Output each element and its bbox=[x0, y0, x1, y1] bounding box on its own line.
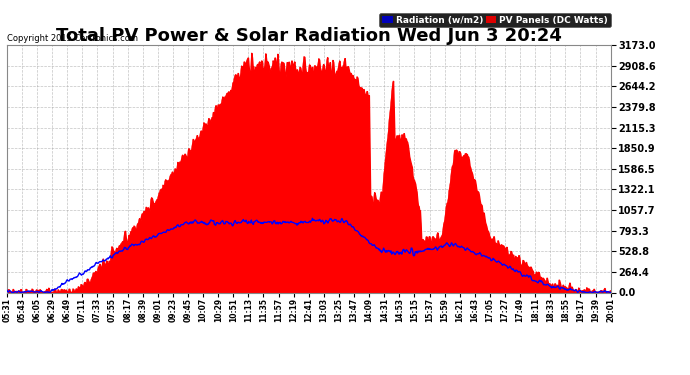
Legend: Radiation (w/m2), PV Panels (DC Watts): Radiation (w/m2), PV Panels (DC Watts) bbox=[380, 13, 611, 27]
Title: Total PV Power & Solar Radiation Wed Jun 3 20:24: Total PV Power & Solar Radiation Wed Jun… bbox=[56, 27, 562, 45]
Text: Copyright 2015 Cartronics.com: Copyright 2015 Cartronics.com bbox=[7, 33, 138, 42]
